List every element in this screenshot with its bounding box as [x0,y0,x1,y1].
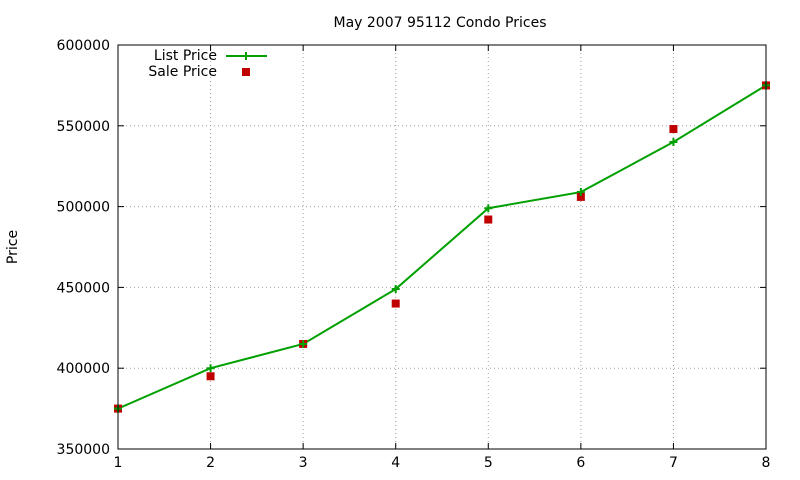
x-tick-label: 3 [299,455,308,471]
x-tick-label: 8 [762,455,771,471]
y-tick-label: 350000 [57,442,110,458]
plot-series [114,81,770,413]
sale-price-point [206,372,215,381]
x-tick-label: 1 [114,455,123,471]
list-price-point [299,339,308,348]
y-tick-label: 450000 [57,280,110,296]
y-tick-label: 500000 [57,200,110,216]
y-tick-label: 600000 [57,38,110,54]
x-tick-label: 4 [391,455,400,471]
list-price-point [576,188,585,197]
y-tick-label: 550000 [57,119,110,135]
y-tick-label: 400000 [57,361,110,377]
x-tick-label: 6 [576,455,585,471]
sale-price-point [576,192,585,201]
grid-lines [118,45,766,449]
legend-label-list-price: List Price [154,48,217,64]
list-price-point [484,204,493,213]
list-price-point [669,137,678,146]
axis-ticks: 350000 400000 450000 500000 550000 600000 1 2 3 4… [57,38,771,471]
legend-label-sale-price: Sale Price [148,64,217,80]
chart-title: May 2007 95112 Condo Prices [333,15,546,31]
sale-price-point [669,125,678,134]
legend-swatch-sale-price [242,68,250,76]
legend-swatch-list-price-marker [242,52,250,60]
sale-price-point [391,299,400,308]
x-tick-label: 2 [206,455,215,471]
x-tick-label: 7 [669,455,678,471]
y-axis-label: Price [5,230,21,264]
list-price-line [117,84,767,410]
list-price-point [391,285,400,294]
x-tick-label: 5 [484,455,493,471]
plot-frame [117,44,767,450]
list-price-point [206,364,215,373]
sale-price-point [484,215,493,224]
